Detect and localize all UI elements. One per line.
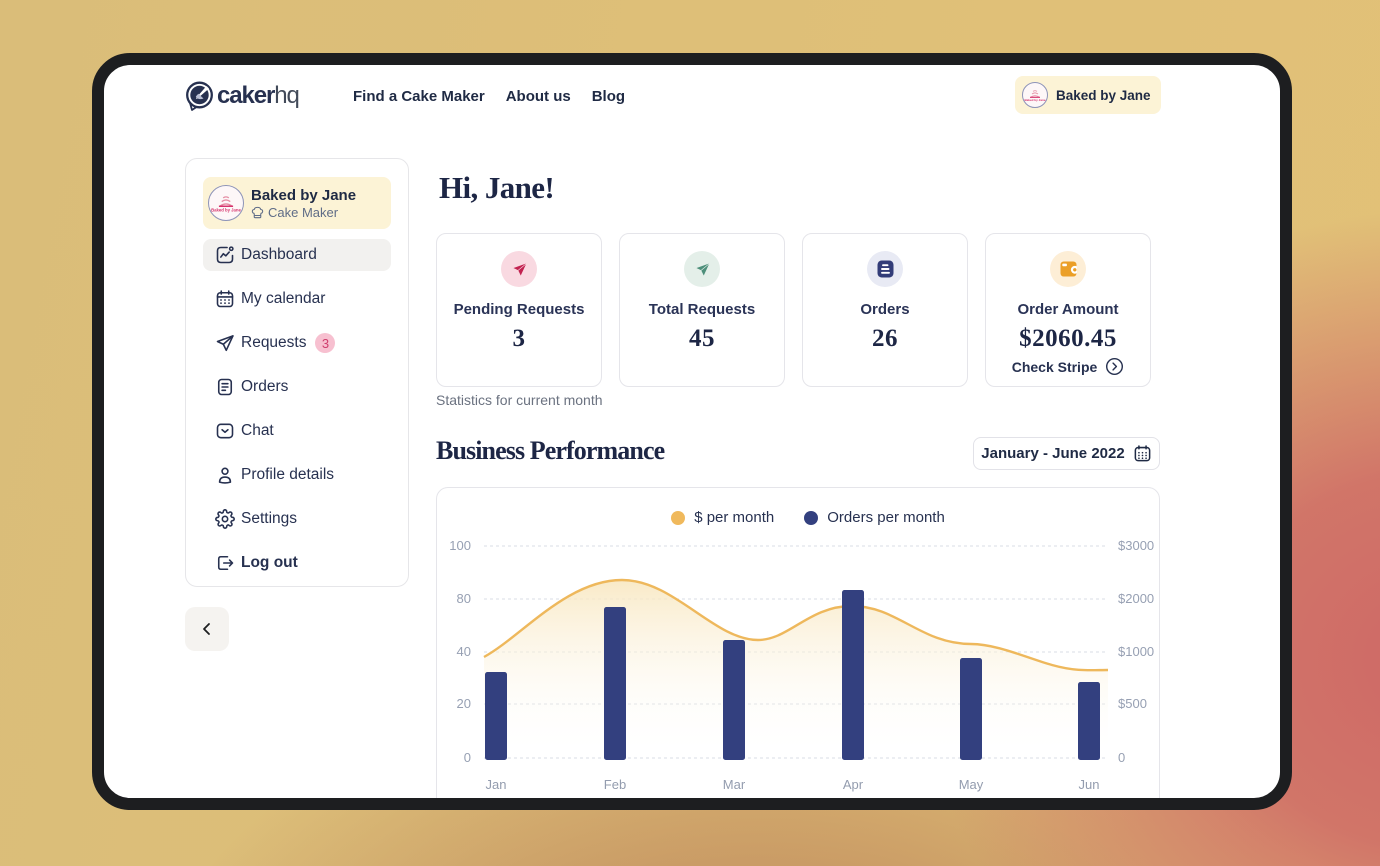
svg-text:40: 40: [457, 644, 471, 659]
svg-text:$1000: $1000: [1118, 644, 1154, 659]
svg-text:20: 20: [457, 696, 471, 711]
svg-text:80: 80: [457, 591, 471, 606]
svg-text:Feb: Feb: [604, 777, 626, 792]
svg-text:$500: $500: [1118, 696, 1147, 711]
svg-text:100: 100: [449, 538, 471, 553]
svg-text:Jan: Jan: [486, 777, 507, 792]
svg-text:0: 0: [1118, 750, 1125, 765]
svg-text:$2000: $2000: [1118, 591, 1154, 606]
svg-text:Baked by Jane: Baked by Jane: [211, 208, 241, 213]
svg-text:Jun: Jun: [1079, 777, 1100, 792]
svg-text:Mar: Mar: [723, 777, 746, 792]
svg-text:Baked by Jane: Baked by Jane: [1024, 98, 1045, 102]
svg-text:May: May: [959, 777, 984, 792]
svg-text:Apr: Apr: [843, 777, 864, 792]
svg-text:0: 0: [464, 750, 471, 765]
svg-text:$3000: $3000: [1118, 538, 1154, 553]
